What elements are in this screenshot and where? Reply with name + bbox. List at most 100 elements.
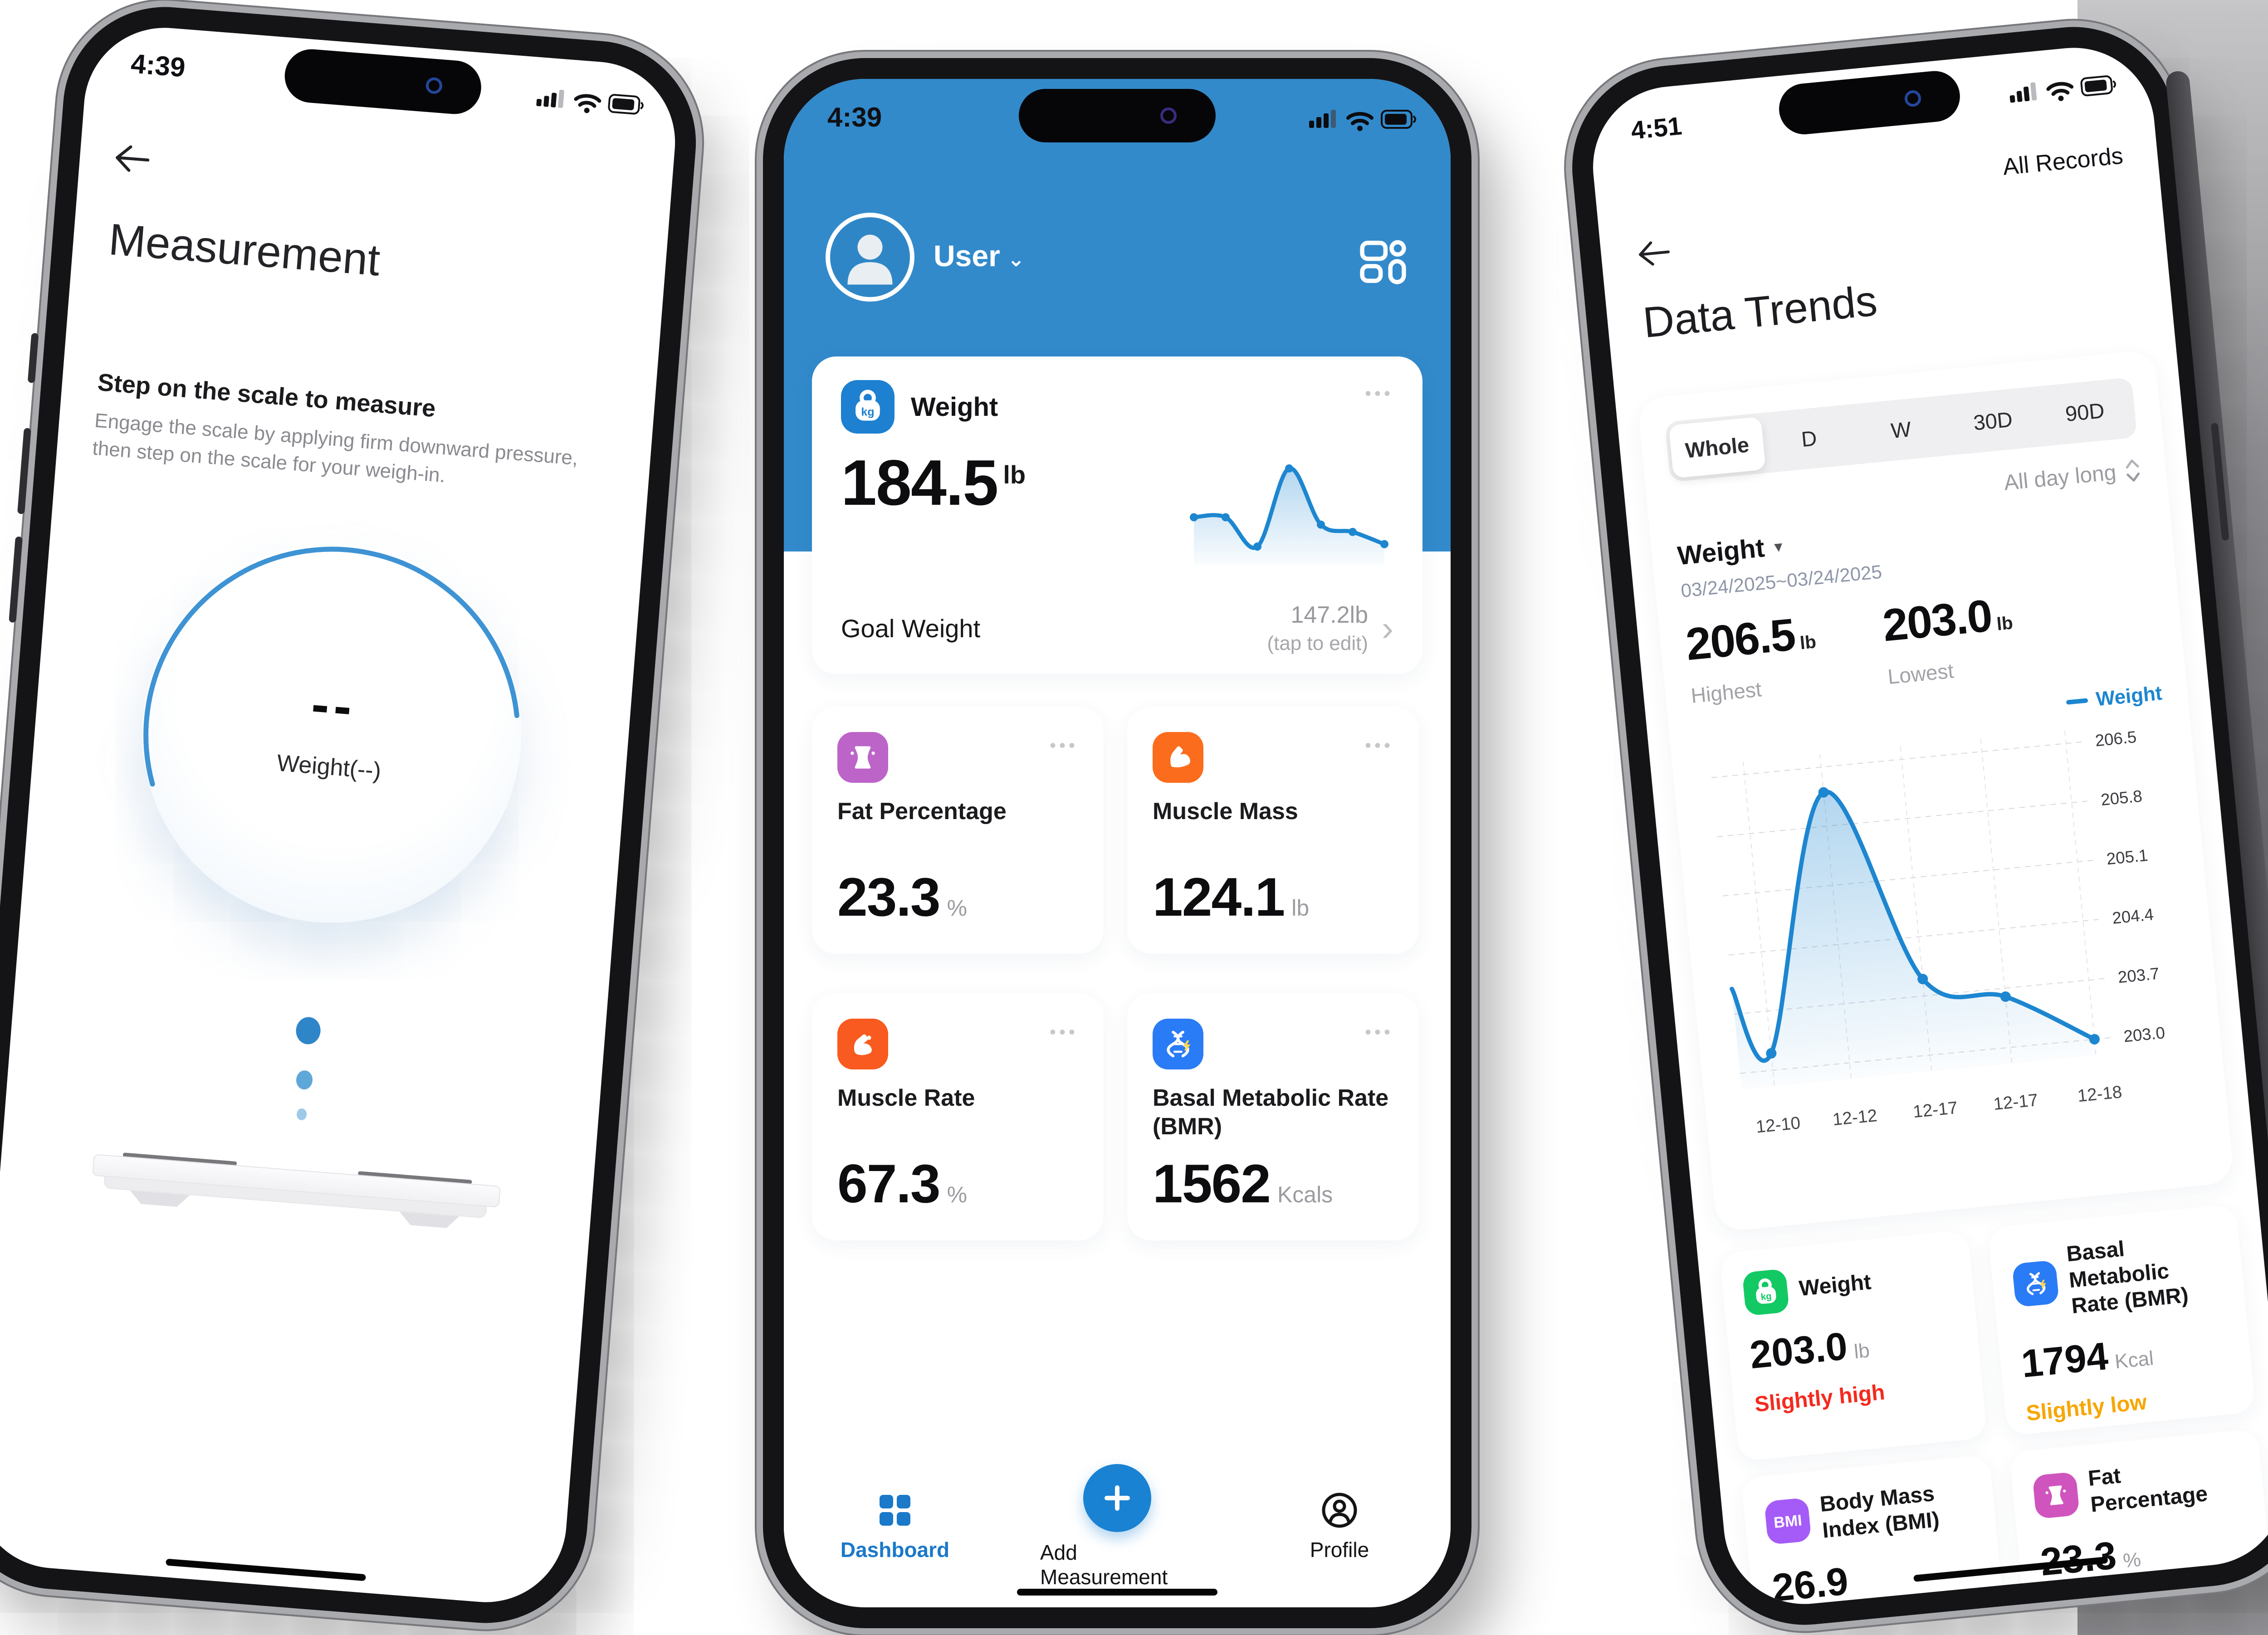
card-value: 1794 xyxy=(2019,1334,2110,1386)
summary-bmi-card[interactable]: BMI Body Mass Index (BMI) 26.9 xyxy=(1740,1454,2012,1611)
goal-weight-row[interactable]: Goal Weight 147.2lb (tap to edit) › xyxy=(841,601,1393,655)
all-records-link[interactable]: All Records xyxy=(2001,142,2125,181)
back-arrow-icon[interactable] xyxy=(1634,237,1673,272)
muscle-mass-card[interactable]: ••• Muscle Mass 124.1 lb xyxy=(1127,707,1419,954)
add-button[interactable] xyxy=(1083,1464,1151,1532)
card-unit: % xyxy=(2122,1548,2142,1572)
card-value: 26.9 xyxy=(1770,1559,1850,1610)
svg-text:206.5: 206.5 xyxy=(2094,727,2137,750)
chevron-down-icon: ⌄ xyxy=(1007,247,1025,271)
home-indicator[interactable] xyxy=(1017,1589,1217,1596)
card-title: Muscle Mass xyxy=(1153,798,1298,825)
nav-label: Profile xyxy=(1310,1538,1369,1562)
volume-up-button[interactable] xyxy=(17,428,31,514)
metric-unit: % xyxy=(947,1182,968,1207)
instruction-body: Engage the scale by applying firm downwa… xyxy=(92,409,579,487)
device-manager-icon[interactable] xyxy=(1359,237,1408,288)
summary-fat-card[interactable]: Fat Percentage 23.3 % xyxy=(2009,1428,2268,1611)
user-avatar[interactable] xyxy=(826,213,914,302)
svg-text:12-17: 12-17 xyxy=(1993,1090,2039,1114)
measurement-screen: 4:39 xyxy=(0,22,681,1608)
tab-whole[interactable]: Whole xyxy=(1668,416,1766,478)
mute-switch[interactable] xyxy=(27,332,39,383)
lowest-block: 203.0 lb Lowest xyxy=(1881,588,2018,689)
status-icons xyxy=(536,85,646,122)
drip-dot-small xyxy=(296,1108,308,1121)
nav-dashboard[interactable]: Dashboard xyxy=(818,1491,972,1562)
card-menu-dots[interactable]: ••• xyxy=(1049,736,1078,756)
tab-30d[interactable]: 30D xyxy=(1972,407,2014,435)
drip-dot-medium xyxy=(295,1069,313,1090)
nav-label: Dashboard xyxy=(840,1538,950,1562)
person-icon xyxy=(847,234,893,285)
wifi-icon xyxy=(574,94,601,108)
period-label: All day long xyxy=(2003,460,2117,495)
muscle-rate-card[interactable]: ••• Muscle Rate 67.3 % xyxy=(812,993,1104,1240)
status-time: 4:39 xyxy=(130,48,187,83)
svg-text:12-17: 12-17 xyxy=(1912,1098,1959,1122)
card-menu-dots[interactable]: ••• xyxy=(1364,1022,1393,1042)
muscle-rate-icon xyxy=(837,1019,888,1069)
tab-week[interactable]: W xyxy=(1890,417,1912,443)
legend-label: Weight xyxy=(2095,682,2163,711)
nav-profile[interactable]: Profile xyxy=(1262,1491,1417,1562)
period-selector[interactable]: All day long xyxy=(1672,456,2142,528)
status-icons xyxy=(2008,72,2119,110)
metric-value: 23.3 xyxy=(837,867,941,927)
dashboard-screen: 4:39 xyxy=(784,79,1451,1607)
metric-value: 1562 xyxy=(1153,1153,1271,1214)
volume-up-button[interactable] xyxy=(749,430,757,498)
user-menu[interactable]: User ⌄ xyxy=(934,239,1025,273)
front-camera xyxy=(1160,107,1177,124)
bmr-card[interactable]: ••• Basal Metabolic Rate (BMR) 1562 Kcal… xyxy=(1127,993,1419,1240)
bmr-dna-icon xyxy=(1153,1019,1203,1069)
chevron-right-icon: › xyxy=(1382,608,1393,648)
weight-kettlebell-icon: kg xyxy=(1742,1268,1790,1316)
card-menu-dots[interactable]: ••• xyxy=(1364,384,1393,404)
volume-down-button[interactable] xyxy=(9,536,23,623)
fat-percentage-icon xyxy=(2032,1471,2080,1519)
summary-status-1: Slightly low xyxy=(2025,1390,2148,1426)
tab-day[interactable]: D xyxy=(1800,426,1818,452)
back-arrow-icon[interactable] xyxy=(111,141,153,179)
card-title: Muscle Rate xyxy=(837,1085,975,1111)
bmr-dna-icon xyxy=(2012,1260,2060,1308)
nav-label: Add Measurement xyxy=(1040,1541,1168,1589)
weight-card[interactable]: kg Weight ••• 184.5 lb Goal Weight 147.2… xyxy=(812,356,1422,674)
metric-value: 67.3 xyxy=(837,1153,941,1214)
drip-dot-large xyxy=(295,1016,322,1045)
card-menu-dots[interactable]: ••• xyxy=(1049,1022,1078,1042)
card-value: 203.0 xyxy=(1748,1324,1849,1377)
svg-text:12-12: 12-12 xyxy=(1832,1106,1878,1129)
goal-weight-label: Goal Weight xyxy=(841,614,981,643)
card-menu-dots[interactable]: ••• xyxy=(1364,736,1393,756)
metric-value: 124.1 xyxy=(1153,867,1285,927)
battery-icon xyxy=(1381,110,1416,129)
card-title: Basal Metabolic Rate (BMR) xyxy=(1153,1085,1389,1140)
fat-percentage-card[interactable]: ••• Fat Percentage 23.3 % xyxy=(812,707,1104,954)
signal-icon xyxy=(1309,110,1336,128)
front-camera xyxy=(425,77,443,95)
card-title: Basal Metabolic Rate (BMR) xyxy=(2065,1237,2190,1318)
svg-text:203.0: 203.0 xyxy=(2123,1023,2166,1046)
goal-weight-hint: (tap to edit) xyxy=(1267,632,1369,654)
signal-icon xyxy=(536,89,564,108)
metric-unit: lb xyxy=(1291,895,1310,921)
summary-weight-card[interactable]: kg Weight 203.0 lb Slightly high xyxy=(1719,1230,1988,1462)
card-title: Weight xyxy=(911,392,998,422)
power-button[interactable] xyxy=(1478,493,1485,611)
profile-icon xyxy=(1322,1493,1357,1528)
bottom-nav: Dashboard Add Measurement xyxy=(784,1450,1451,1604)
notch xyxy=(283,47,484,116)
summary-bmr-card[interactable]: Basal Metabolic Rate (BMR) 1794 Kcal Sli… xyxy=(1987,1204,2256,1436)
nav-add-measurement[interactable]: Add Measurement xyxy=(1040,1464,1194,1589)
home-indicator[interactable] xyxy=(166,1558,366,1581)
wifi-icon xyxy=(2046,82,2074,96)
highest-label: Highest xyxy=(1690,677,1763,708)
card-title: Body Mass Index (BMI) xyxy=(1818,1481,1941,1543)
dropdown-caret-icon: ▾ xyxy=(1773,537,1784,556)
tab-90d[interactable]: 90D xyxy=(2064,398,2106,426)
svg-text:205.8: 205.8 xyxy=(2100,787,2143,810)
volume-down-button[interactable] xyxy=(749,521,757,589)
